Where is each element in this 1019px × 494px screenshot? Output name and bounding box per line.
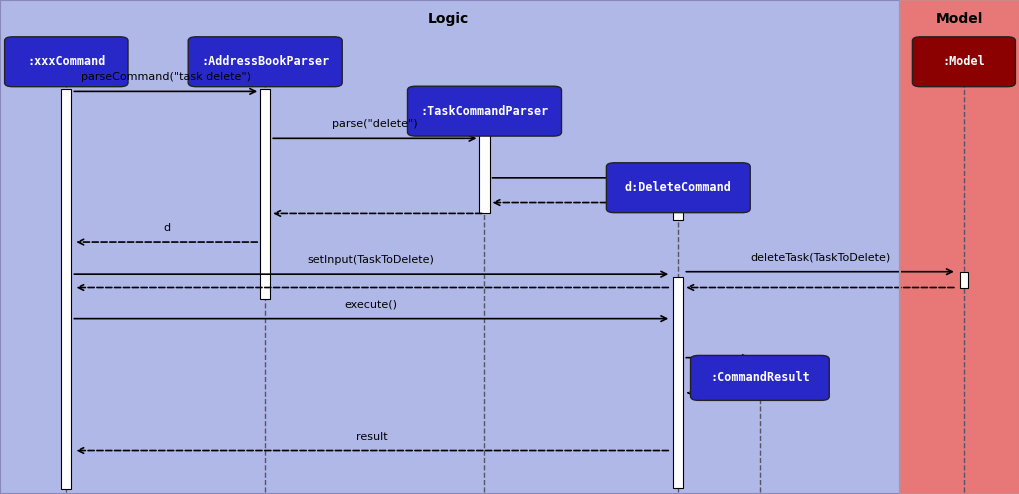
Bar (899, 0, 1019, 494)
Text: Model: Model (935, 12, 982, 26)
FancyBboxPatch shape (690, 356, 828, 400)
FancyBboxPatch shape (407, 86, 560, 136)
Text: parseCommand("task delete"): parseCommand("task delete") (81, 73, 251, 82)
Text: d:DeleteCommand: d:DeleteCommand (625, 181, 731, 194)
Text: parse("delete"): parse("delete") (332, 120, 417, 129)
Text: execute(): execute() (344, 300, 397, 310)
Bar (61, 89, 71, 489)
FancyBboxPatch shape (606, 163, 750, 213)
Text: :AddressBookParser: :AddressBookParser (201, 55, 329, 68)
Bar (673, 179, 683, 220)
Text: :xxxCommand: :xxxCommand (28, 55, 105, 68)
Text: deleteTask(TaskToDelete): deleteTask(TaskToDelete) (749, 253, 890, 263)
Bar (673, 277, 683, 488)
Bar (899, 0, 1019, 494)
FancyBboxPatch shape (5, 37, 128, 87)
Text: :CommandResult: :CommandResult (709, 371, 809, 384)
Bar (479, 130, 489, 213)
Bar (0, 0, 899, 494)
FancyBboxPatch shape (187, 37, 342, 87)
Text: d: d (163, 223, 170, 233)
Text: Logic: Logic (428, 12, 469, 26)
Bar (959, 272, 967, 288)
Text: :TaskCommandParser: :TaskCommandParser (420, 105, 548, 118)
Text: setInput(TaskToDelete): setInput(TaskToDelete) (308, 255, 434, 265)
Text: result: result (356, 432, 388, 442)
Bar (0, 0, 899, 494)
Bar (755, 358, 763, 393)
Bar (260, 89, 270, 299)
FancyBboxPatch shape (912, 37, 1015, 87)
Text: :Model: :Model (942, 55, 984, 68)
